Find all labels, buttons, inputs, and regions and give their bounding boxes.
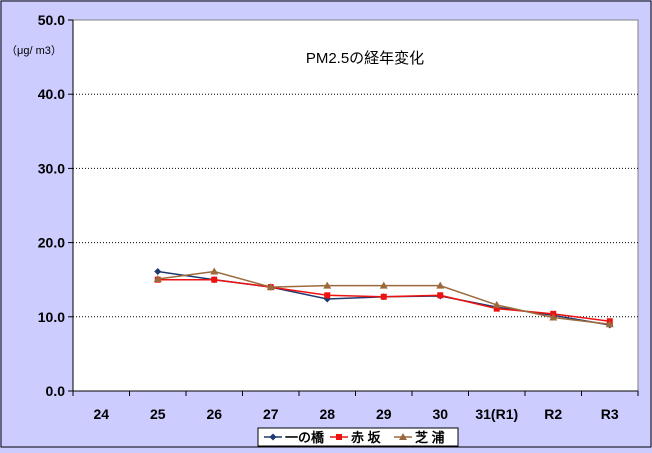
x-tick-label: 24 — [93, 406, 109, 422]
data-point — [153, 274, 162, 282]
legend-swatch-marker — [399, 433, 407, 440]
legend-item: 一の橋 — [264, 430, 325, 445]
data-point — [436, 281, 445, 289]
plot-area — [72, 19, 639, 392]
legend-label: 一の橋 — [285, 430, 325, 445]
data-point — [605, 320, 614, 328]
data-point — [493, 305, 500, 312]
legend-label: 芝 浦 — [415, 430, 445, 445]
x-tick-label: 28 — [319, 406, 335, 422]
data-point — [380, 293, 387, 300]
x-tick-label: 25 — [150, 406, 166, 422]
x-tick-label: R2 — [544, 406, 562, 422]
x-tick-label: 30 — [432, 406, 448, 422]
legend-box — [257, 427, 459, 447]
y-axis-unit-label: （μg/ m3） — [6, 44, 62, 57]
y-tick-label: 20.0 — [38, 235, 65, 251]
y-tick-label: 0.0 — [46, 383, 66, 399]
y-tick-label: 40.0 — [38, 86, 65, 102]
legend-swatch-marker — [336, 434, 342, 440]
y-tick-label: 10.0 — [38, 309, 65, 325]
x-tick-label: R3 — [601, 406, 619, 422]
x-tick-label: 26 — [206, 406, 222, 422]
data-point — [379, 281, 388, 289]
series-3 — [153, 267, 614, 328]
data-point — [211, 276, 218, 283]
data-point — [324, 292, 331, 299]
y-tick-label: 30.0 — [38, 160, 65, 176]
legend-item: 芝 浦 — [394, 430, 445, 445]
series-layer — [153, 267, 614, 329]
legend-item: 赤 坂 — [330, 430, 382, 445]
legend: 一の橋 赤 坂 芝 浦 — [257, 427, 459, 447]
data-point — [266, 283, 275, 291]
x-tick-label: 31(R1) — [475, 406, 518, 422]
y-tick-label: 50.0 — [38, 12, 65, 28]
data-point — [549, 313, 558, 321]
x-tick-label: 29 — [376, 406, 392, 422]
chart-title: PM2.5の経年変化 — [306, 50, 424, 67]
data-point — [210, 267, 219, 275]
legend-label: 赤 坂 — [351, 430, 382, 445]
data-point — [154, 268, 162, 276]
x-axis-ticks: 24 25 26 27 28 29 30 31(R1) R2 R3 — [72, 390, 639, 422]
legend-swatch-marker — [269, 433, 277, 441]
grid-lines — [73, 93, 638, 318]
y-axis-ticks: 0.0 10.0 20.0 30.0 40.0 50.0 — [38, 12, 74, 399]
data-point — [437, 292, 444, 299]
data-point — [323, 281, 332, 289]
data-point — [492, 300, 501, 308]
x-tick-label: 27 — [263, 406, 279, 422]
